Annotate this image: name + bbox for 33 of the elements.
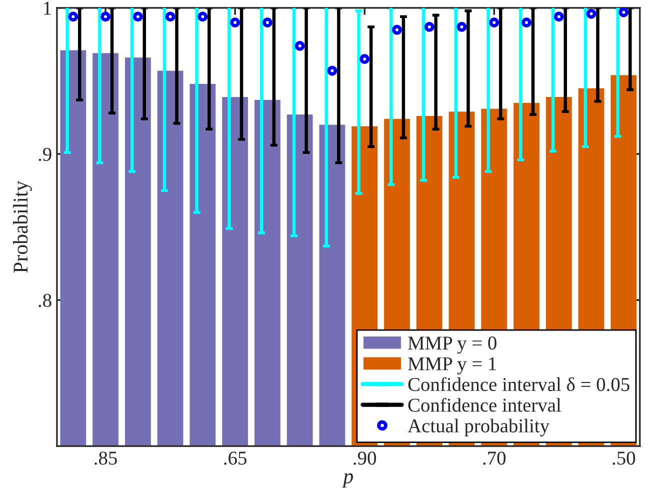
y-tick-label: 1	[44, 2, 51, 15]
y-axis-title: Probability	[13, 180, 32, 273]
point	[489, 18, 500, 28]
point	[327, 66, 338, 76]
y-tick-label: .9	[38, 148, 52, 162]
point	[360, 54, 370, 64]
point	[198, 12, 208, 22]
x-tick-label: .85	[94, 452, 117, 465]
legend-label: Confidence interval	[408, 398, 561, 412]
point	[230, 18, 240, 28]
x-tick-label: .70	[483, 452, 506, 465]
x-axis-title: p	[342, 473, 353, 488]
point	[586, 8, 596, 19]
point	[294, 40, 305, 51]
point	[68, 12, 78, 22]
x-tick-label: .65	[224, 452, 246, 465]
point	[554, 12, 564, 22]
legend-label: Confidence interval δ = 0.05	[408, 377, 630, 392]
point	[165, 12, 176, 22]
point	[392, 24, 402, 35]
legend-label: MMP y = 0	[408, 336, 496, 354]
point	[132, 12, 143, 22]
legend-label: MMP y = 1	[408, 357, 496, 374]
x-tick-label: .50	[612, 452, 636, 465]
point	[456, 22, 467, 32]
point	[522, 18, 532, 28]
y-tick-label: .8	[38, 294, 52, 308]
point	[262, 18, 272, 28]
legend-label: Actual probability	[408, 418, 550, 436]
x-tick-label: .90	[354, 452, 376, 465]
point	[100, 12, 111, 22]
point	[618, 8, 629, 18]
point	[424, 22, 434, 32]
